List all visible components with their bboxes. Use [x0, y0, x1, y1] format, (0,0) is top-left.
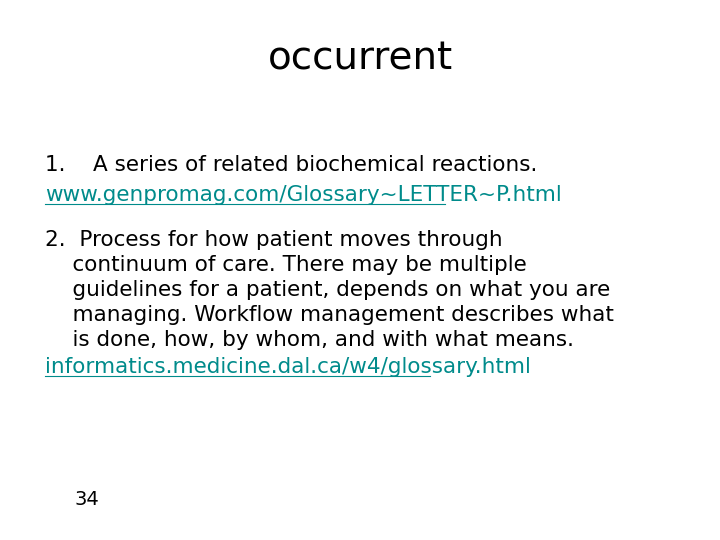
Text: www.genpromag.com/Glossary~LETTER~P.html: www.genpromag.com/Glossary~LETTER~P.html — [45, 185, 562, 205]
Text: 2.  Process for how patient moves through: 2. Process for how patient moves through — [45, 230, 503, 250]
Text: guidelines for a patient, depends on what you are: guidelines for a patient, depends on wha… — [45, 280, 611, 300]
Text: 34: 34 — [75, 490, 100, 509]
Text: managing. Workflow management describes what: managing. Workflow management describes … — [45, 305, 614, 325]
Text: occurrent: occurrent — [267, 40, 453, 78]
Text: is done, how, by whom, and with what means.: is done, how, by whom, and with what mea… — [45, 330, 574, 350]
Text: informatics.medicine.dal.ca/w4/glossary.html: informatics.medicine.dal.ca/w4/glossary.… — [45, 357, 531, 377]
Text: continuum of care. There may be multiple: continuum of care. There may be multiple — [45, 255, 527, 275]
Text: 1.    A series of related biochemical reactions.: 1. A series of related biochemical react… — [45, 155, 537, 175]
